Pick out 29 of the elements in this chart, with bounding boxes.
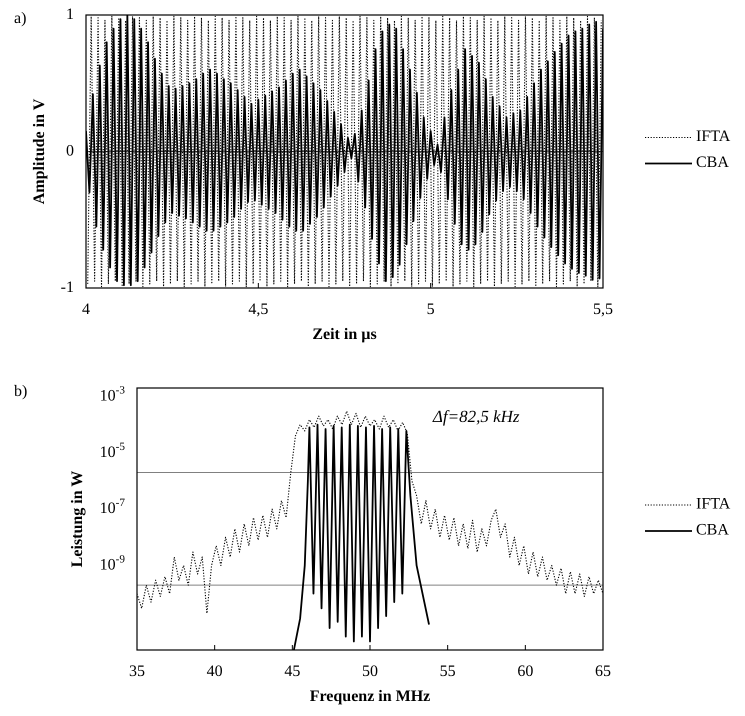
y-axis-title: Amplitude in V: [30, 98, 48, 204]
x-tick-label: 35: [129, 663, 145, 680]
x-tick-label: 50: [362, 663, 378, 680]
x-tick-label: 55: [440, 663, 456, 680]
y-tick-label: 10$^{-5}$: [100, 440, 126, 460]
x-tick-label: 60: [517, 663, 534, 680]
text: b): [14, 383, 28, 400]
legend-label: CBA: [696, 522, 730, 539]
x-tick-label: 45: [284, 663, 300, 680]
x-axis-title: Frequenz in MHz: [310, 688, 430, 705]
x-tick-label: 4: [82, 301, 90, 318]
y-tick-label: 1: [66, 6, 74, 23]
x-tick-label: 5,5: [593, 301, 613, 318]
x-axis-title: Zeit in µs: [312, 326, 377, 343]
x-tick-label: 4,5: [248, 301, 268, 318]
y-tick-label: -1: [60, 278, 74, 296]
text: a): [14, 10, 26, 27]
x-tick-label: 5: [426, 301, 435, 318]
y-tick-label: 10$^{-3}$: [100, 384, 126, 404]
y-tick-label: 10$^{-7}$: [100, 496, 126, 517]
y-tick-label: 10$^{-9}$: [100, 553, 126, 574]
legend-label: IFTA: [696, 128, 731, 146]
legend-label: IFTA: [696, 496, 731, 513]
x-tick-label: 65: [595, 663, 611, 680]
legend-label: CBA: [696, 154, 730, 172]
y-tick-label: 0: [66, 142, 74, 160]
annotation: Δf=82,5 kHz: [432, 407, 520, 426]
y-axis-title: Leistung in W: [68, 470, 86, 568]
x-tick-label: 40: [206, 663, 223, 680]
